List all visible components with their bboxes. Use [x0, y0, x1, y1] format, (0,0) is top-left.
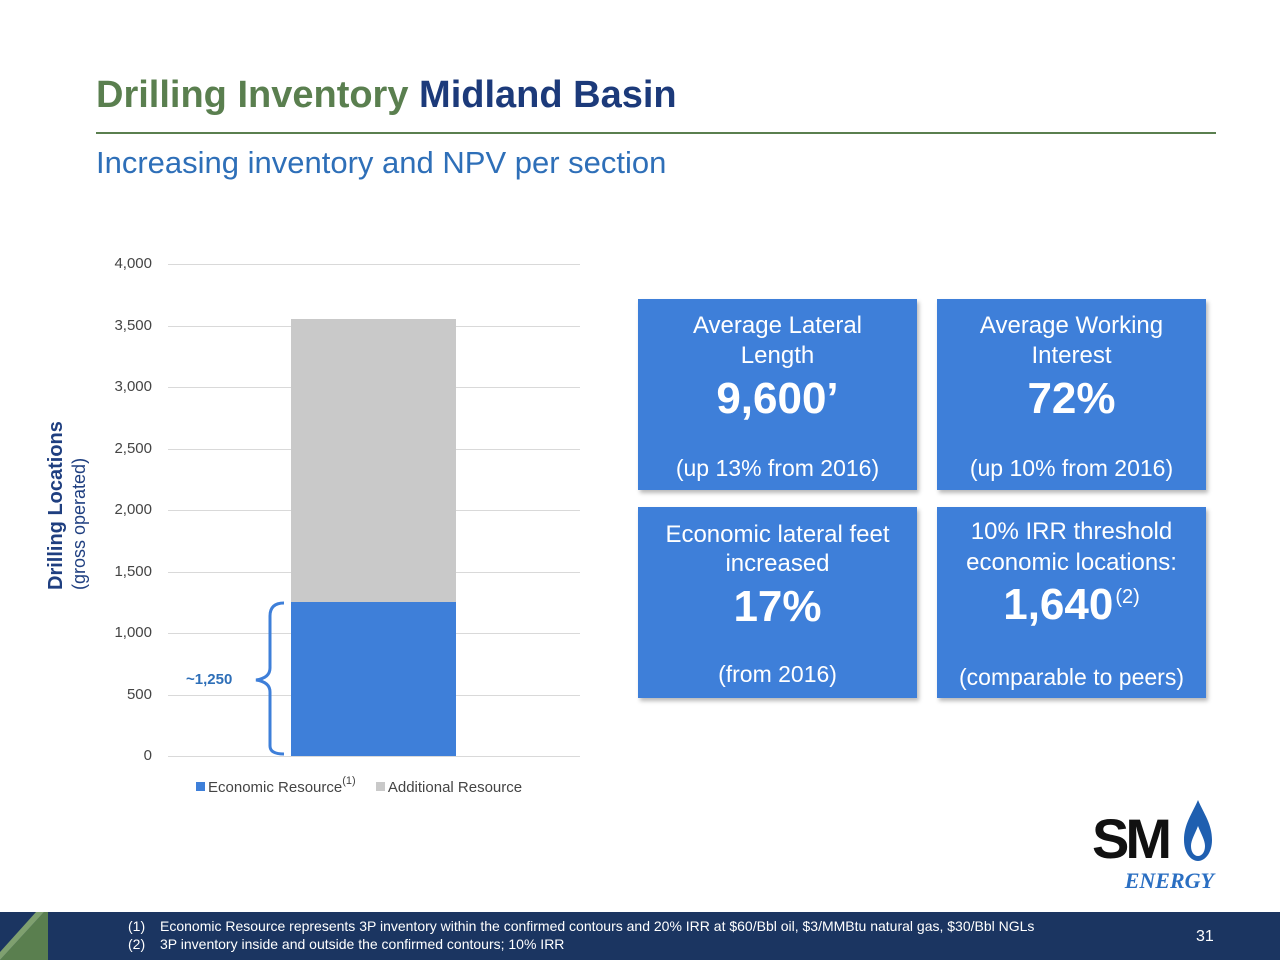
y-tick-label: 2,500: [114, 439, 152, 457]
stat-head-2: increased: [725, 550, 830, 577]
legend-label-additional: Additional Resource: [387, 779, 523, 796]
footnote-1-text: Economic Resource represents 3P inventor…: [160, 918, 1035, 934]
stat-footnote: (up 10% from 2016): [969, 455, 1174, 481]
y-tick-label: 2,000: [114, 501, 152, 518]
gridline: [168, 264, 580, 265]
stat-head-1: Economic lateral feet: [665, 521, 890, 548]
stat-head-1: Average Lateral: [692, 312, 862, 339]
logo-wordmark-sm: SM: [1092, 807, 1168, 870]
stat-box-lateral-length: Average Lateral Length 9,600’ (up 13% fr…: [638, 299, 917, 490]
stat-footnote: (from 2016): [718, 661, 837, 687]
title-part-drilling-inventory: Drilling Inventory: [96, 74, 409, 116]
y-tick-label: 1,000: [114, 624, 152, 641]
footnote-2-text: 3P inventory inside and outside the conf…: [160, 936, 565, 952]
page-number: 31: [1196, 928, 1214, 945]
stat-head-1: Average Working: [979, 312, 1164, 339]
y-axis-label-sub: (gross operated): [69, 457, 89, 590]
bar-additional-resource: [291, 319, 456, 603]
stat-value: 1,640: [1003, 580, 1114, 629]
stat-head-1: 10% IRR threshold: [970, 518, 1173, 545]
stat-head-2: economic locations:: [966, 549, 1177, 576]
stat-box-working-interest: Average Working Interest 72% (up 10% fro…: [937, 299, 1206, 490]
legend-swatch-additional: [375, 781, 385, 791]
footer-bar: (1) Economic Resource represents 3P inven…: [0, 912, 1280, 960]
y-axis-label: Drilling Locations (gross operated): [44, 421, 90, 590]
stat-footnote: (comparable to peers): [959, 664, 1184, 690]
footnote-2: (2) 3P inventory inside and outside the c…: [128, 935, 1034, 953]
y-axis-label-main: Drilling Locations: [45, 421, 67, 590]
footnote-2-number: (2): [128, 936, 146, 952]
stat-value-footnote-marker: (2): [1115, 586, 1140, 608]
stat-head-2: Length: [740, 342, 815, 369]
legend-item-additional: Additional Resource: [375, 779, 523, 796]
economic-resource-annotation: ~1,250: [186, 671, 233, 688]
logo-wordmark-energy: ENERGY: [1124, 868, 1217, 892]
footnotes: (1) Economic Resource represents 3P inven…: [128, 917, 1034, 953]
stat-value-row: 1,640 (2): [937, 580, 1206, 630]
title-divider: [96, 132, 1216, 134]
footnote-1: (1) Economic Resource represents 3P inven…: [128, 917, 1034, 935]
sm-energy-logo: SM ENERGY: [1092, 800, 1217, 892]
footnote-1-number: (1): [128, 918, 146, 934]
legend-item-economic: Economic Resource(1): [196, 775, 356, 796]
y-tick-label: 1,500: [114, 562, 152, 580]
y-tick-label: 0: [143, 747, 152, 764]
y-tick-label: 4,000: [114, 255, 152, 272]
slide-subtitle: Increasing inventory and NPV per section: [96, 145, 667, 180]
y-tick-label: 3,000: [114, 378, 152, 395]
y-tick-label: 3,500: [114, 316, 152, 334]
footer-accent-stripe: [0, 912, 48, 960]
stat-value: 9,600’: [716, 374, 839, 423]
legend-footnote-marker: (1): [342, 775, 356, 787]
stat-box-lateral-feet: Economic lateral feet increased 17% (fro…: [638, 507, 917, 698]
title-part-midland-basin: Midland Basin: [419, 74, 677, 116]
chart-legend: Economic Resource(1) Additional Resource: [196, 775, 523, 796]
bracket-annotation: [255, 601, 285, 756]
gridline: [168, 756, 580, 757]
legend-swatch-economic: [196, 781, 205, 791]
legend-label-economic: Economic Resource: [208, 779, 343, 796]
bar-economic-resource: [291, 602, 456, 756]
stat-value: 72%: [1027, 374, 1116, 423]
stat-box-economic-locations: 10% IRR threshold economic locations: 1,…: [937, 507, 1206, 698]
slide-title: Drilling Inventory Midland Basin: [96, 74, 677, 117]
stat-head-2: Interest: [1031, 342, 1112, 369]
stat-value: 17%: [733, 582, 822, 631]
y-tick-label: 500: [126, 685, 152, 703]
stat-footnote: (up 13% from 2016): [675, 455, 880, 481]
